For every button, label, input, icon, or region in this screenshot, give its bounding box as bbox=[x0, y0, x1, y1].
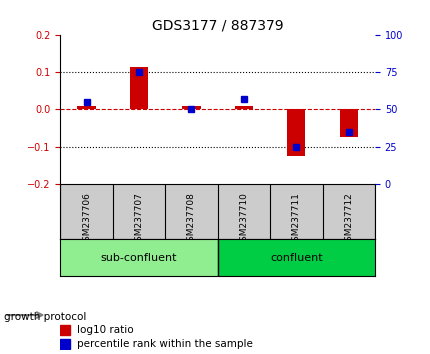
Text: percentile rank within the sample: percentile rank within the sample bbox=[77, 339, 252, 349]
Text: GSM237706: GSM237706 bbox=[82, 192, 91, 247]
Text: growth protocol: growth protocol bbox=[4, 312, 86, 322]
Text: GSM237708: GSM237708 bbox=[187, 192, 196, 247]
Bar bbox=[129, 67, 148, 109]
Bar bbox=[286, 109, 305, 156]
Bar bbox=[60, 239, 217, 276]
Text: GSM237710: GSM237710 bbox=[239, 192, 248, 247]
Text: GSM237711: GSM237711 bbox=[291, 192, 300, 247]
Text: log10 ratio: log10 ratio bbox=[77, 325, 133, 335]
Text: sub-confluent: sub-confluent bbox=[101, 253, 177, 263]
Bar bbox=[182, 106, 200, 109]
Bar bbox=[234, 106, 252, 109]
Bar bbox=[217, 239, 374, 276]
Title: GDS3177 / 887379: GDS3177 / 887379 bbox=[151, 19, 283, 33]
Text: GSM237712: GSM237712 bbox=[344, 192, 353, 247]
Bar bbox=[60, 325, 70, 335]
Bar bbox=[339, 109, 357, 137]
Bar bbox=[77, 106, 95, 109]
Bar bbox=[60, 339, 70, 349]
Text: GSM237707: GSM237707 bbox=[134, 192, 143, 247]
Text: confluent: confluent bbox=[269, 253, 322, 263]
